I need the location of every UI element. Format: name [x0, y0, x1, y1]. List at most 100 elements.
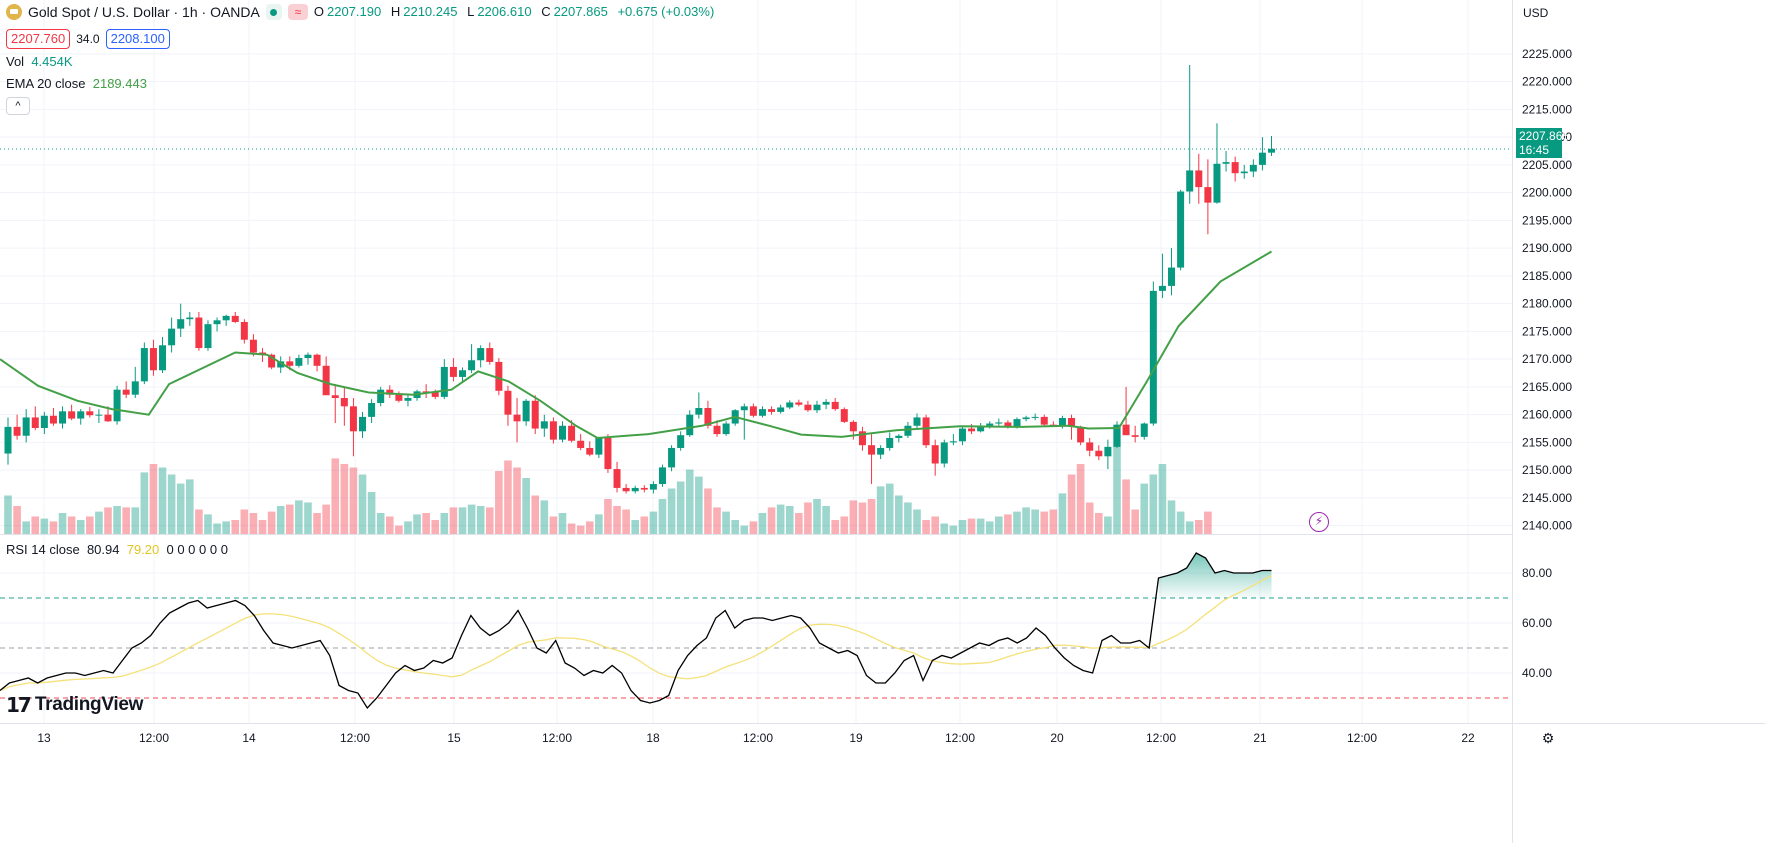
volume-bar — [567, 523, 576, 534]
collapse-legend-button[interactable]: ^ — [6, 97, 30, 115]
candle — [359, 411, 367, 438]
candle — [604, 434, 612, 473]
volume-bar — [195, 509, 203, 534]
candle-body — [431, 392, 439, 397]
price-tick-label: 2145.000 — [1522, 491, 1572, 505]
ema-line — [0, 250, 1273, 440]
candle-body — [68, 411, 76, 419]
candle-body — [722, 423, 730, 435]
candle — [777, 404, 785, 414]
volume-bar — [104, 507, 112, 534]
volume-bar — [740, 525, 749, 534]
volume-bar — [976, 518, 985, 534]
volume-bar — [540, 500, 549, 534]
candle-body — [495, 361, 503, 391]
sell-button[interactable]: 2207.760 — [6, 29, 71, 49]
candle-body — [749, 406, 757, 416]
candle-body — [868, 445, 876, 455]
candle — [249, 334, 257, 357]
volume-bar — [640, 516, 649, 534]
candle-series — [4, 64, 1276, 494]
last-price-value: 2207.865 — [1519, 129, 1570, 143]
volume-bar — [1140, 483, 1149, 534]
lightning-icon[interactable]: ⚡ — [1309, 512, 1329, 532]
volume-bar — [1013, 511, 1021, 534]
volume-bar — [931, 516, 939, 534]
volume-bar — [995, 516, 1003, 534]
tradingview-logo[interactable]: 17 TradingView — [6, 693, 143, 717]
volume-bar — [222, 521, 230, 534]
price-tick-label: 2215.000 — [1522, 102, 1572, 116]
price-tick-label: 2185.000 — [1522, 269, 1572, 283]
candle — [404, 393, 412, 407]
volume-bar — [776, 504, 785, 534]
time-axis[interactable]: 13 12:00 14 12:00 15 12:00 18 12:00 19 12:00 20 12:… — [37, 731, 1475, 745]
candle — [159, 336, 167, 374]
ema-legend[interactable]: EMA 20 close 2189.443 — [6, 76, 147, 91]
grid-lines — [0, 0, 1512, 723]
candle-body — [831, 401, 839, 410]
currency-button[interactable]: USD — [1519, 3, 1563, 23]
volume-bar — [1058, 493, 1067, 534]
candle-body — [631, 487, 639, 492]
candle-body — [1022, 417, 1030, 420]
candle-body — [658, 467, 666, 485]
candle-body — [422, 391, 430, 393]
candle — [758, 406, 766, 418]
volume-bar — [558, 513, 567, 534]
volume-bar — [840, 516, 849, 534]
candle — [459, 367, 466, 382]
candle — [840, 407, 848, 423]
gear-icon[interactable]: ⚙ — [1541, 730, 1555, 746]
volume-bar — [622, 509, 630, 534]
candle-body — [877, 447, 885, 455]
candle — [1213, 123, 1221, 204]
candle-body — [1231, 162, 1239, 174]
volume-bar — [1040, 511, 1049, 534]
volume-bar — [704, 488, 712, 534]
candle-body — [913, 417, 921, 426]
candle — [686, 410, 694, 437]
candle — [1086, 437, 1094, 457]
candle-body — [1031, 416, 1039, 418]
volume-bar — [676, 481, 685, 534]
candle-body — [1113, 424, 1121, 447]
ema-value: 2189.443 — [92, 76, 147, 91]
buy-button[interactable]: 2208.100 — [105, 29, 170, 49]
candle-body — [113, 389, 121, 422]
volume-bar — [95, 511, 103, 534]
rsi-axis[interactable]: 80.00 60.00 40.00 — [1522, 566, 1552, 680]
candle — [122, 381, 130, 399]
candle — [877, 445, 885, 460]
candle-body — [149, 348, 157, 371]
data-mode-icon[interactable]: ≈ — [287, 4, 308, 20]
volume-bar — [276, 506, 285, 534]
candle — [86, 406, 94, 418]
volume-bar — [731, 520, 739, 534]
volume-bar — [958, 520, 967, 534]
candle-body — [704, 408, 712, 426]
bar-countdown: 16:45 — [1519, 143, 1550, 157]
symbol-title[interactable]: Gold Spot / U.S. Dollar · 1h · OANDA — [28, 4, 260, 20]
price-tick-label: 2165.000 — [1522, 380, 1572, 394]
candle-body — [849, 421, 857, 432]
candle — [131, 366, 139, 399]
candle — [68, 404, 76, 421]
volume-bar — [613, 506, 621, 534]
candle-body — [1249, 164, 1257, 172]
candle-body — [395, 394, 403, 401]
rsi-legend[interactable]: RSI 14 close 80.94 79.20 0 0 0 0 0 0 — [6, 542, 228, 557]
volume-bar — [985, 521, 994, 534]
candle-body — [386, 389, 394, 395]
market-status-icon[interactable] — [265, 4, 282, 20]
change-value: +0.675 (+0.03%) — [617, 4, 715, 19]
volume-legend[interactable]: Vol 4.454K — [6, 54, 73, 69]
volume-bar — [322, 504, 330, 534]
price-axis[interactable]: 2225.0002220.0002215.0002210.0002205.000… — [1522, 47, 1572, 533]
candle-body — [1086, 442, 1094, 451]
volume-bar — [1149, 474, 1158, 534]
candle-body — [377, 389, 385, 404]
candle-body — [986, 423, 994, 426]
candle — [31, 406, 39, 431]
